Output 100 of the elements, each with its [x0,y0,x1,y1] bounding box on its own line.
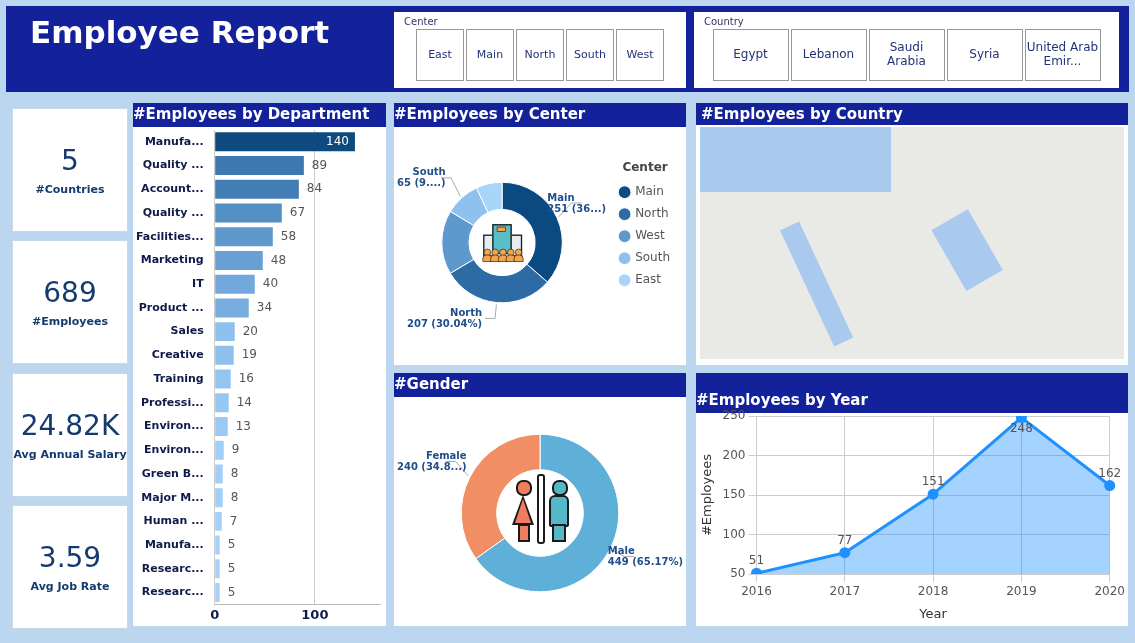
bar [215,369,231,389]
y-tick-label: 150 [722,487,746,502]
y-tick-label: IT [192,277,205,291]
data-label: 84 [306,181,323,196]
data-label: 8 [230,489,239,504]
x-tick-label: 2016 [741,584,772,599]
category-label: Egypt [712,29,789,81]
data-label: 8 [230,466,239,481]
y-axis-title: #Employees [699,453,715,537]
x-tick-label: 2017 [829,584,861,599]
legend-label: Main [635,184,664,199]
y-tick-label: 200 [722,447,746,462]
category-label: Saudi Arabia [868,29,945,81]
category-label: North [516,29,564,81]
bar [215,440,224,460]
legend-title: Center [622,159,668,174]
y-tick-label: Green B... [141,466,204,480]
category-label: South [566,29,614,81]
data-label: 58 [280,228,297,243]
text: #Countries [35,183,105,196]
y-tick-label: Product ... [138,300,204,314]
bar [215,488,223,508]
data-label: 89 [311,157,328,172]
text: Country [704,16,745,27]
y-tick-label: 100 [722,526,746,541]
data-label: 51 [748,553,765,568]
data-label: 19 [241,347,258,362]
bar [215,274,255,294]
y-tick-label: Manufa... [144,537,204,551]
y-tick-label: Researc... [141,561,204,575]
slice-label: Male [607,545,635,557]
text: Avg Job Rate [30,580,110,593]
data-label: 248 [1009,420,1033,435]
bar [215,393,229,413]
y-tick-label: Manufa... [144,134,204,148]
slice-label: South [412,166,446,178]
y-tick-label: Sales [170,324,205,338]
data-label: 449 (65.17%) [607,556,684,568]
category-label: East [416,29,464,81]
bar [215,156,304,176]
y-tick-label: Training [153,371,204,385]
data-label: 48 [270,252,287,267]
chart-title: #Employees by Year [696,390,869,409]
text: Center [404,16,439,27]
text: #Employees [31,315,109,328]
text: Avg Annual Salary [13,448,127,461]
y-tick-label: Creative [151,348,204,362]
x-tick-label: 2020 [1094,584,1125,599]
text: #Employees by Country [696,103,1128,125]
data-label: 151 [921,474,945,489]
x-tick-label: 2018 [917,584,949,599]
slice-label: Female [425,450,467,462]
bar [215,179,299,199]
y-tick-label: Quality ... [142,205,204,219]
data-label: 34 [256,300,273,315]
text: 3.59 [38,541,102,574]
category-label: West [616,29,664,81]
x-tick-label: 0 [210,606,220,622]
bar [215,583,220,603]
category-label: Main [466,29,514,81]
y-tick-label: Researc... [141,585,204,599]
bar [215,559,220,579]
data-label: 13 [235,418,251,433]
data-label: 5 [227,560,236,575]
y-tick-label: Human ... [143,514,204,528]
text: 689 [43,276,97,309]
category-label: Lebanon [790,29,867,81]
data-label: 77 [837,532,853,547]
y-tick-label: 50 [730,566,746,581]
point [1104,480,1116,492]
x-tick-label: 2019 [1006,584,1037,599]
data-label: 9 [231,442,240,457]
data-label: 240 (34.8...) [396,461,467,473]
slice-label: North [450,307,483,319]
chart-title: #Employees by Center [394,104,586,123]
legend-label: East [635,272,662,287]
y-tick-label: Environ... [144,419,204,433]
legend-label: South [635,250,670,265]
bar [215,203,282,223]
y-tick-label: Professi... [140,395,204,409]
data-label: 40 [262,276,279,291]
data-label: 7 [229,513,238,528]
category-label: United Arab Emir... [1024,29,1101,81]
y-tick-label: Marketing [140,253,204,267]
data-label: 140 [326,133,349,148]
legend-label: West [635,228,665,243]
y-tick-label: Environ... [144,443,204,457]
bar [215,322,235,342]
bar [215,464,223,484]
bar [215,511,222,531]
x-axis-title: Year [918,605,948,621]
y-tick-label: Facilities... [135,229,204,243]
bar [215,250,263,270]
text: Employee Report [29,13,331,52]
chart-title: #Gender [394,374,469,393]
data-label: 5 [227,584,236,599]
data-label: 20 [242,323,259,338]
text: 5 [61,144,79,177]
y-tick-label: Major M... [141,490,204,504]
data-label: 14 [236,394,252,409]
